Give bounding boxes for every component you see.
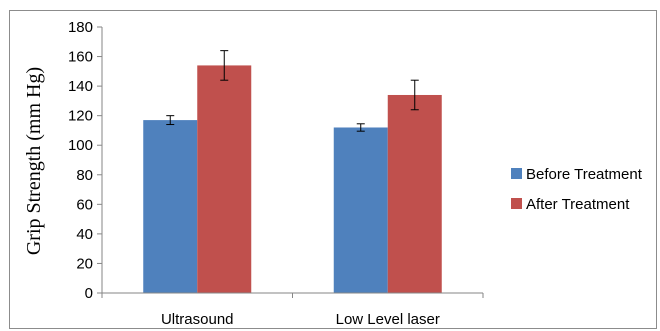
bar-after-treatment-1 (387, 94, 442, 293)
x-axis-category-labels: Ultrasound Low Level laser (161, 311, 440, 328)
bar-before-treatment-0 (143, 120, 198, 293)
x-category-label: Ultrasound (161, 311, 234, 328)
legend-swatch (511, 168, 522, 179)
y-tick-label: 80 (76, 167, 93, 184)
error-bars (166, 50, 419, 132)
legend-label: After Treatment (526, 196, 630, 213)
y-tick-label: 20 (76, 255, 93, 272)
axes (101, 27, 484, 298)
y-tick-label: 160 (68, 49, 93, 66)
y-axis-ticks: 0 20 40 60 80 100 120 140 160 180 (68, 19, 102, 302)
legend-label: Before Treatment (526, 166, 643, 183)
bar-after-treatment-0 (197, 65, 252, 293)
legend-swatch (511, 198, 522, 209)
y-tick-label: 120 (68, 108, 93, 125)
y-tick-label: 140 (68, 78, 93, 95)
legend: Before Treatment After Treatment (511, 166, 643, 213)
x-category-label: Low Level laser (336, 311, 440, 328)
y-tick-label: 40 (76, 226, 93, 243)
y-tick-label: 0 (85, 285, 93, 302)
chart-frame (9, 10, 657, 329)
bar-before-treatment-1 (333, 127, 388, 293)
y-axis-title: Grip Strength (mm Hg) (23, 67, 45, 255)
bars (143, 65, 442, 293)
y-tick-label: 100 (68, 137, 93, 154)
y-tick-label: 180 (68, 19, 93, 36)
y-tick-label: 60 (76, 196, 93, 213)
